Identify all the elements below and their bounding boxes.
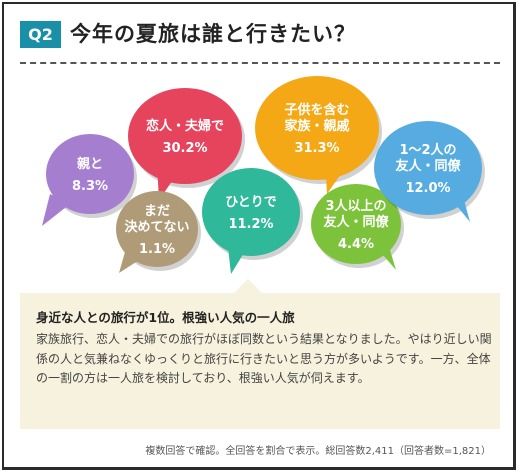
- question-badge: Q2: [20, 21, 61, 48]
- bubble-label: 決めてない: [124, 219, 189, 235]
- bubble-value: 8.3%: [72, 179, 108, 194]
- bubble-value: 30.2%: [162, 141, 207, 156]
- bubble-4: ひとりで 11.2%: [202, 168, 303, 274]
- bubble-2: 恋人・夫婦で 30.2%: [128, 88, 245, 200]
- summary-box: [20, 293, 500, 429]
- bubble-label: 1～2人の: [399, 142, 456, 158]
- footnote: 複数回答で確認。全回答を割合で表示。総回答数2,411（回答者数=1,821）: [145, 446, 491, 457]
- bubble-label: 親と: [77, 156, 103, 172]
- summary-pointer: [234, 279, 262, 293]
- bubble-value: 4.4%: [338, 237, 374, 252]
- bubble-label: 友人・同僚: [395, 158, 461, 174]
- summary-body: 家族旅行、恋人・夫婦での旅行がほぼ同数という結果となりました。やはり近しい関係の…: [36, 332, 492, 385]
- bubble-body: [374, 121, 482, 215]
- bubble-label: 友人・同僚: [323, 214, 389, 230]
- bubble-label: まだ: [144, 204, 170, 219]
- bubble-body: [128, 88, 242, 184]
- bubble-body: [202, 168, 300, 256]
- bubble-label: ひとりで: [225, 195, 277, 210]
- summary-heading: 身近な人との旅行が1位。根強い人気の一人旅: [36, 310, 295, 325]
- bubble-body: [46, 134, 134, 214]
- bubble-label: 恋人・夫婦で: [146, 118, 224, 134]
- bubble-body: [116, 191, 198, 267]
- bubble-body: [311, 184, 401, 264]
- bubble-value: 11.2%: [228, 217, 273, 232]
- survey-panel: Q2 今年の夏旅は誰と行きたい？ 親と 8.3% 恋人・夫婦で 30.2% まだ 決めてな…: [2, 2, 516, 470]
- page-title: 今年の夏旅は誰と行きたい？: [70, 22, 356, 46]
- bubble-value: 12.0%: [405, 181, 450, 196]
- bubble-label: 家族・親戚: [284, 118, 349, 134]
- bubble-label: 3人以上の: [325, 198, 386, 214]
- divider: [20, 62, 500, 64]
- bubble-label: 子供を含む: [284, 102, 349, 118]
- bubble-value: 1.1%: [139, 242, 175, 257]
- bubble-body: [255, 76, 379, 180]
- bubble-value: 31.3%: [294, 141, 339, 156]
- bubble-1: 親と 8.3%: [42, 134, 137, 226]
